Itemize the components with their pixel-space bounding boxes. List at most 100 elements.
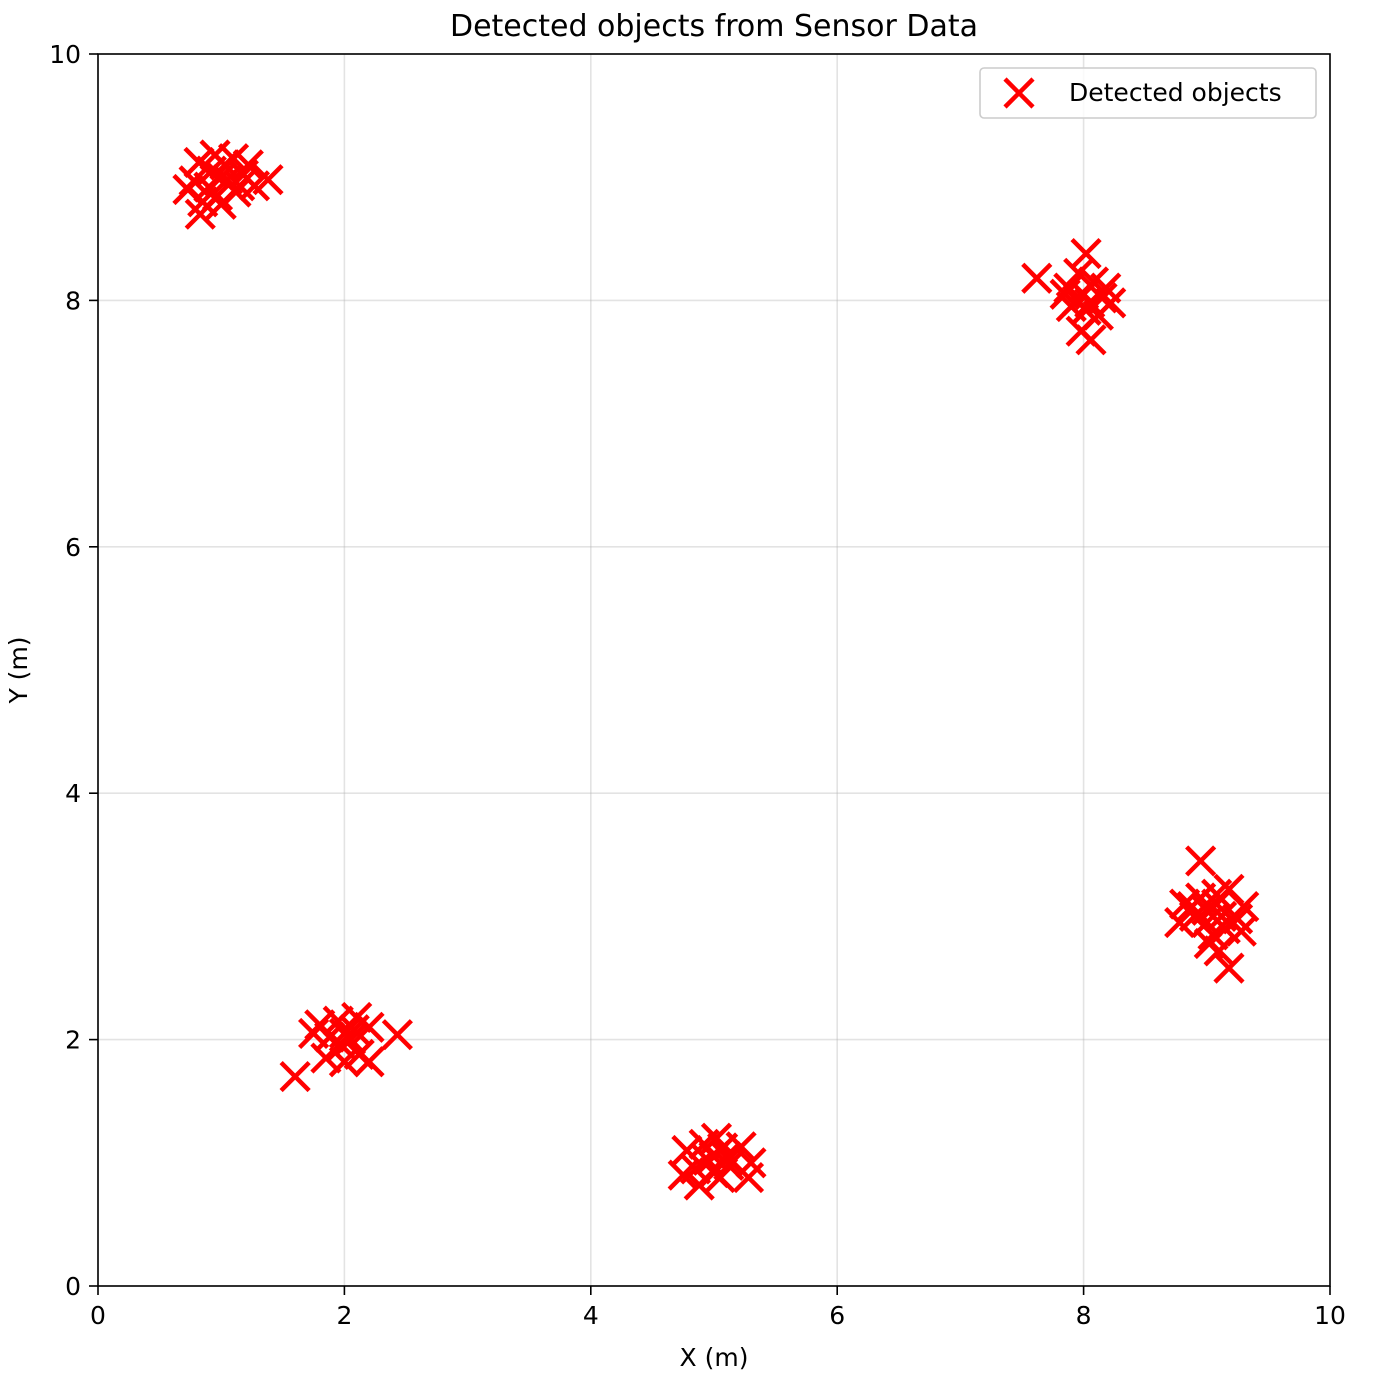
marker-stroke [671,1134,703,1167]
data-point [700,1122,733,1154]
data-point [1021,262,1053,294]
data-point [725,1131,757,1163]
marker-stroke [683,1169,715,1201]
marker-stroke [1178,900,1211,932]
y-tick-label: 0 [65,1272,81,1301]
marker-stroke [1061,284,1094,316]
marker-stroke [326,1030,358,1062]
marker-stroke [322,1005,354,1037]
marker-stroke [279,1060,311,1093]
y-tick-label: 4 [65,779,81,808]
marker-stroke [1063,257,1095,289]
x-tick-label: 4 [583,1301,599,1330]
marker-stroke [1049,278,1081,310]
x-tick-label: 0 [90,1301,106,1330]
marker-stroke [1201,888,1233,920]
x-tick-label: 6 [829,1301,845,1330]
data-point [1075,324,1107,356]
marker-stroke [353,1046,385,1078]
legend-marker-x-icon [1003,77,1035,109]
marker-stroke [338,1014,370,1046]
marker-stroke [183,146,215,179]
chart-title: Detected objects from Sensor Data [450,9,978,44]
data-point [1201,888,1233,920]
axis-ticks: 0 2 4 6 8 10 0 2 4 6 8 10 [49,40,1346,1330]
marker-stroke [205,188,237,220]
data-point [205,188,237,220]
marker-stroke [232,149,264,181]
marker-stroke [700,1122,733,1154]
plot-frame [97,53,1331,1287]
marker-stroke [227,159,259,191]
marker-stroke [1213,952,1245,984]
data-point [667,1159,699,1191]
data-point [322,1005,354,1037]
data-point [1049,278,1081,310]
marker-stroke [381,1019,413,1051]
data-point [326,1030,358,1062]
x-axis-label: X (m) [680,1343,749,1372]
data-point [1070,237,1102,270]
data-point [683,1169,715,1201]
y-tick-label: 2 [65,1026,81,1055]
marker-stroke [725,1131,757,1163]
marker-stroke [667,1159,699,1191]
marker-stroke [1086,282,1118,314]
legend-box [979,67,1317,119]
marker-stroke [704,1161,736,1194]
data-point [227,159,259,191]
marker-stroke [310,1042,342,1074]
data-point [381,1019,413,1051]
data-point [338,1014,370,1046]
data-point [1086,282,1118,314]
data-point [310,1042,342,1074]
data-point [671,1134,703,1167]
data-point [209,149,241,181]
data-point [1185,845,1217,877]
y-tick-label: 6 [65,533,81,562]
y-tick-label: 8 [65,286,81,315]
marker-stroke [1185,845,1217,877]
x-tick-label: 2 [336,1301,352,1330]
data-point [710,1141,742,1173]
marker-stroke [172,173,204,206]
marker-stroke [1003,77,1035,109]
legend-x-mark [1003,77,1035,109]
y-axis-label: Y (m) [4,636,33,704]
marker-stroke [732,1161,765,1194]
data-point [184,198,216,230]
x-tick-label: 8 [1076,1301,1092,1330]
data-points [172,139,1260,1201]
marker-stroke [328,1046,360,1078]
marker-stroke [692,1144,724,1176]
marker-stroke [1075,324,1107,356]
plot-area [98,54,1330,1286]
marker-stroke [1176,890,1208,923]
x-tick-label: 10 [1314,1301,1346,1330]
marker-stroke [1203,935,1235,967]
marker-stroke [209,149,241,181]
marker-stroke [1021,262,1053,294]
data-point [1203,935,1235,967]
marker-stroke [1070,237,1102,270]
data-point [172,173,204,206]
y-tick-label: 10 [49,40,81,69]
data-point [232,149,264,181]
legend: Detected objects [979,67,1317,119]
data-point [298,1017,330,1050]
data-point [692,1144,724,1176]
data-point [1176,890,1208,923]
data-point [1213,952,1245,984]
data-point [1063,257,1095,289]
marker-stroke [298,1017,330,1050]
data-point [279,1060,311,1093]
marker-stroke [710,1141,742,1173]
data-point [704,1161,736,1194]
data-point [353,1046,385,1078]
marker-stroke [1205,900,1238,932]
marker-stroke [184,198,216,230]
legend-label: Detected objects [1069,78,1282,107]
grid-lines [97,53,1331,1287]
